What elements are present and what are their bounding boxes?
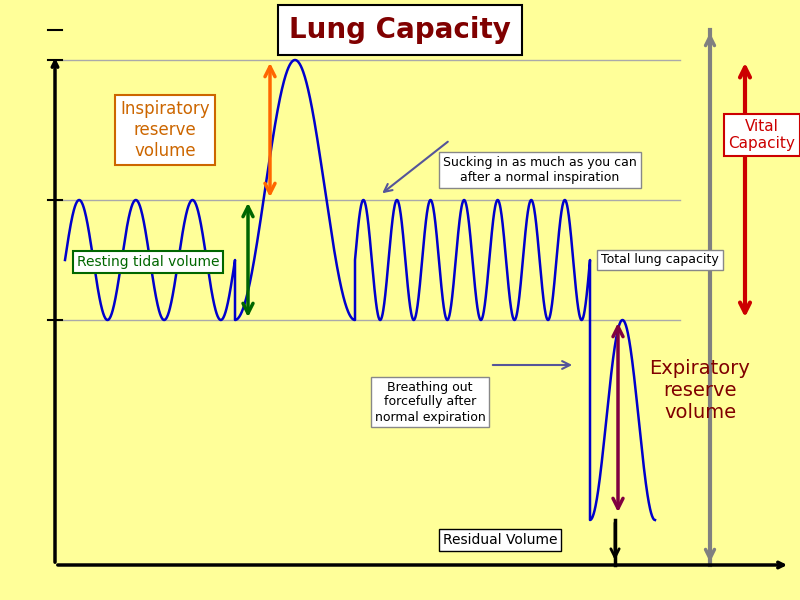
Text: Lung Capacity: Lung Capacity (289, 16, 511, 44)
Text: Vital
Capacity: Vital Capacity (729, 119, 795, 151)
Text: Residual Volume: Residual Volume (442, 533, 558, 547)
Text: Resting tidal volume: Resting tidal volume (77, 255, 219, 269)
Text: Sucking in as much as you can
after a normal inspiration: Sucking in as much as you can after a no… (443, 156, 637, 184)
Text: Breathing out
forcefully after
normal expiration: Breathing out forcefully after normal ex… (374, 380, 486, 424)
Text: Total lung capacity: Total lung capacity (601, 253, 719, 266)
Text: Inspiratory
reserve
volume: Inspiratory reserve volume (120, 100, 210, 160)
Text: Expiratory
reserve
volume: Expiratory reserve volume (650, 358, 750, 421)
